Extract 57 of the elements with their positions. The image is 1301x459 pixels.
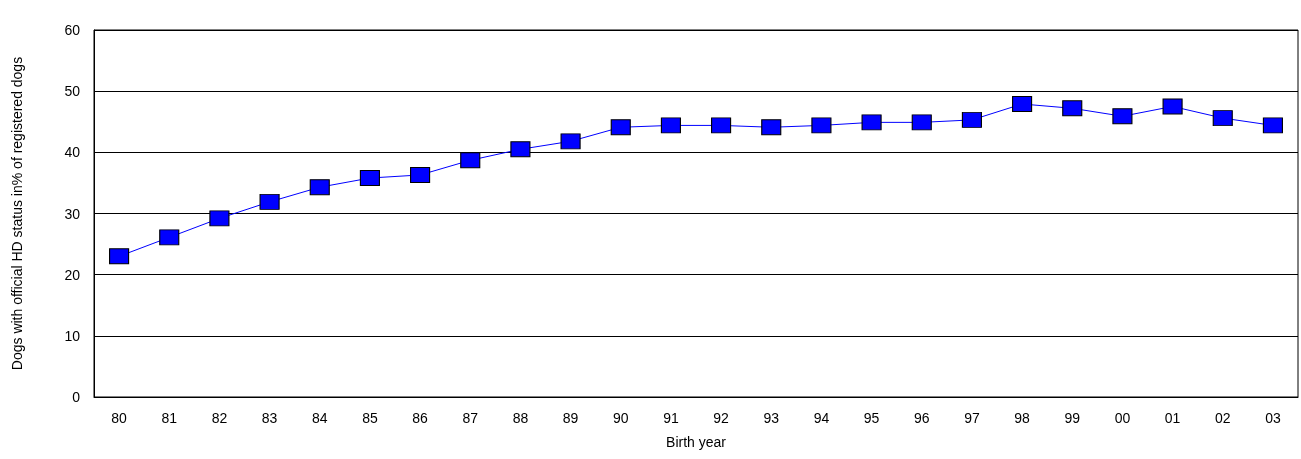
x-tick-label: 81 bbox=[161, 410, 178, 426]
x-tick-label: 94 bbox=[813, 410, 830, 426]
y-tick-label: 50 bbox=[64, 83, 81, 100]
x-tick-label: 95 bbox=[863, 410, 880, 426]
point bbox=[1262, 117, 1283, 134]
x-tick-label: 82 bbox=[211, 410, 228, 426]
point bbox=[159, 229, 180, 246]
x-tick-label: 92 bbox=[713, 410, 730, 426]
x-tick-label: 93 bbox=[763, 410, 780, 426]
x-tick-label: 99 bbox=[1064, 410, 1081, 426]
point bbox=[911, 114, 932, 131]
y-tick-label: 60 bbox=[64, 22, 81, 38]
point bbox=[410, 166, 431, 183]
point bbox=[1112, 108, 1133, 125]
x-tick-label: 89 bbox=[562, 410, 579, 426]
x-tick-label: 84 bbox=[311, 410, 328, 426]
x-tick-label: 80 bbox=[111, 410, 128, 426]
point bbox=[1162, 98, 1183, 115]
x-tick-label: 90 bbox=[612, 410, 629, 426]
point bbox=[610, 119, 631, 136]
y-tick-label: 10 bbox=[64, 327, 81, 344]
point bbox=[711, 117, 732, 134]
x-tick-label: 01 bbox=[1164, 410, 1181, 426]
x-tick-label: 88 bbox=[512, 410, 529, 426]
point bbox=[259, 193, 280, 210]
point bbox=[209, 210, 230, 227]
x-tick-label: 91 bbox=[663, 410, 679, 426]
x-tick-label: 96 bbox=[913, 410, 930, 426]
point bbox=[510, 141, 531, 158]
y-tick-label: 20 bbox=[64, 266, 81, 283]
x-tick-label: 85 bbox=[362, 410, 378, 426]
point bbox=[109, 248, 130, 265]
x-tick-label: 97 bbox=[964, 410, 980, 426]
point bbox=[309, 179, 330, 196]
x-tick-label: 83 bbox=[261, 410, 278, 426]
y-axis-title: Dogs with official HD status in% of registered dogs bbox=[9, 56, 25, 371]
point bbox=[961, 111, 982, 128]
y-tick-label: 0 bbox=[72, 389, 81, 405]
point bbox=[1062, 100, 1083, 117]
x-tick-label: 00 bbox=[1114, 410, 1131, 426]
y-tick-label: 30 bbox=[64, 205, 81, 222]
point bbox=[660, 117, 681, 134]
x-tick-label: 87 bbox=[462, 410, 479, 426]
point bbox=[1212, 110, 1233, 127]
x-tick-label: 03 bbox=[1265, 410, 1281, 426]
point bbox=[861, 114, 882, 131]
x-tick-label: 02 bbox=[1214, 410, 1231, 426]
x-tick-label: 98 bbox=[1014, 410, 1031, 426]
point bbox=[460, 152, 481, 169]
point bbox=[761, 119, 782, 136]
point bbox=[359, 170, 380, 187]
y-tick-label: 40 bbox=[64, 144, 81, 161]
point bbox=[1012, 96, 1033, 113]
x-axis-title: Birth year bbox=[666, 434, 727, 450]
point bbox=[560, 133, 581, 150]
x-tick-label: 86 bbox=[412, 410, 429, 426]
point bbox=[811, 117, 832, 134]
